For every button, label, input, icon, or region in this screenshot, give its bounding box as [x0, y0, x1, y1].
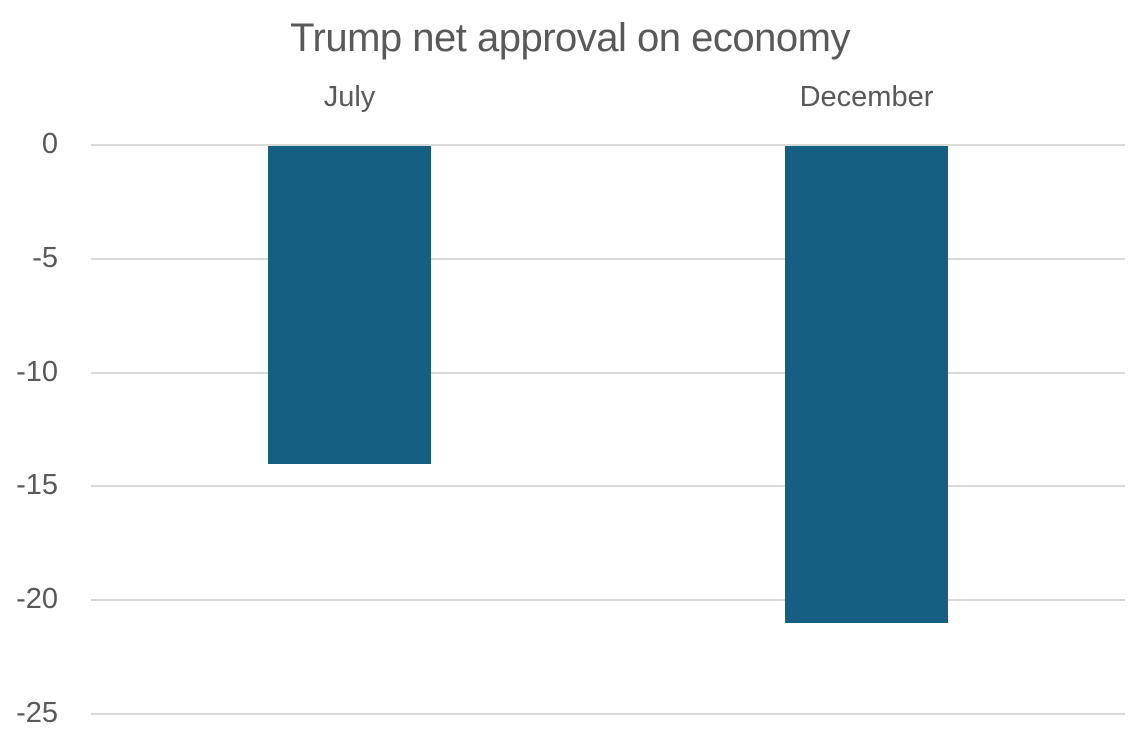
gridline: [91, 144, 1125, 146]
y-axis-tick-label: -15: [16, 469, 58, 502]
y-axis-tick-label: -20: [16, 583, 58, 616]
y-axis-tick-label: -5: [32, 241, 58, 274]
bar-december: [785, 146, 948, 623]
y-axis-tick-label: 0: [41, 128, 58, 160]
y-axis-tick-label: -25: [16, 697, 58, 729]
gridline: [91, 257, 1125, 260]
category-label-december: December: [799, 81, 934, 113]
chart-title: Trump net approval on economy: [290, 16, 850, 60]
gridline: [91, 371, 1125, 374]
gridline: [91, 485, 1125, 488]
y-axis-tick-label: -10: [16, 355, 58, 388]
gridline: [91, 599, 1125, 602]
gridline: [91, 713, 1125, 715]
bar-july: [268, 146, 431, 464]
category-label-july: July: [323, 81, 376, 113]
